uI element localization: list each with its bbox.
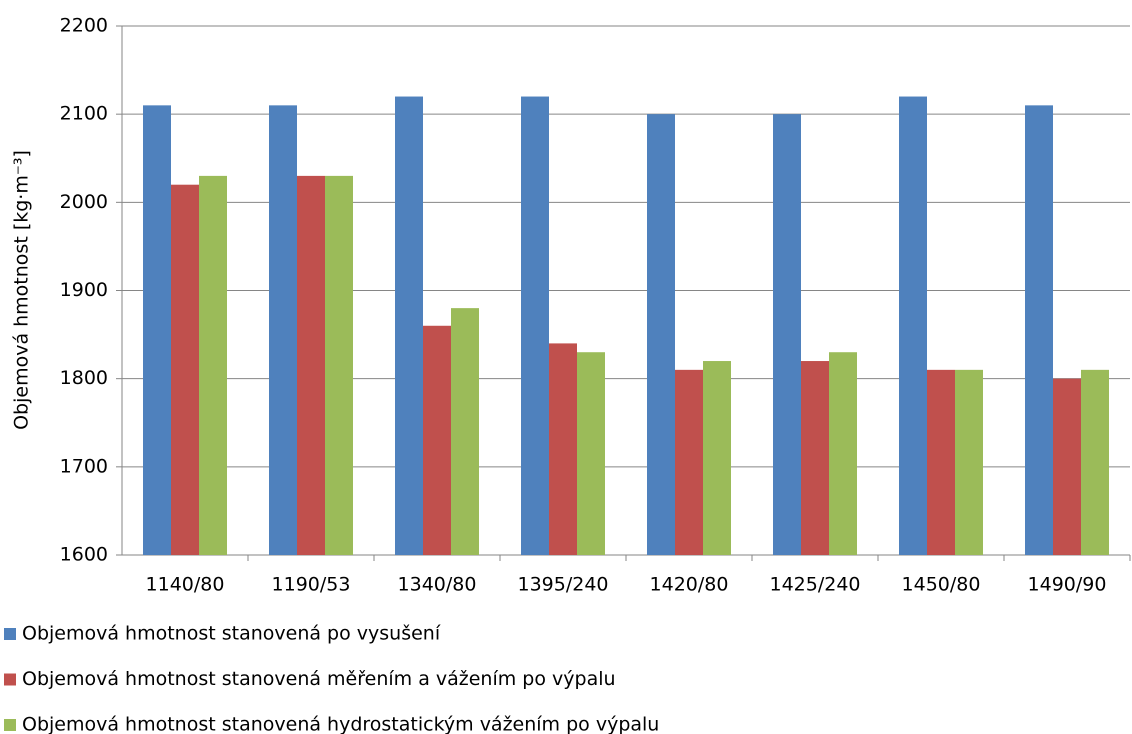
x-tick-label: 1490/90 <box>1028 574 1107 596</box>
y-tick-label: 2100 <box>60 103 108 125</box>
x-tick-label: 1420/80 <box>650 574 729 596</box>
bar <box>1081 369 1109 555</box>
y-tick-label: 1900 <box>60 279 108 301</box>
bar <box>675 369 703 555</box>
bar <box>143 105 171 555</box>
x-tick-label: 1450/80 <box>902 574 981 596</box>
bar <box>269 105 297 555</box>
bar <box>899 96 927 556</box>
x-tick-label: 1190/53 <box>272 574 351 596</box>
legend-label: Objemová hmotnost stanovená po vysušení <box>22 623 441 645</box>
bar <box>773 114 801 556</box>
x-tick-label: 1395/240 <box>517 574 608 596</box>
legend-swatch <box>4 673 16 686</box>
legend-label: Objemová hmotnost stanovená měřením a vá… <box>22 668 616 690</box>
y-axis-label: Objemová hmotnost [kg·m⁻³] <box>11 150 33 430</box>
bar <box>703 361 731 555</box>
bar <box>1025 105 1053 555</box>
bar <box>395 96 423 556</box>
bar <box>297 175 325 555</box>
bar <box>577 352 605 555</box>
bar <box>199 175 227 555</box>
bar <box>829 352 857 555</box>
bar <box>423 325 451 555</box>
x-tick-label: 1340/80 <box>398 574 477 596</box>
y-tick-label: 1800 <box>60 367 108 389</box>
bar <box>521 96 549 556</box>
y-tick-label: 2000 <box>60 191 108 213</box>
bar <box>801 361 829 555</box>
bar <box>325 175 353 555</box>
legend-swatch <box>4 719 16 731</box>
x-tick-label: 1425/240 <box>769 574 860 596</box>
bar <box>955 369 983 555</box>
x-tick-label: 1140/80 <box>146 574 225 596</box>
bar <box>647 114 675 556</box>
legend-label: Objemová hmotnost stanovená hydrostatick… <box>22 714 659 734</box>
bar <box>451 308 479 555</box>
bar <box>549 343 577 555</box>
bar <box>927 369 955 555</box>
y-tick-label: 1600 <box>60 544 108 566</box>
y-tick-label: 1700 <box>60 455 108 477</box>
legend-swatch <box>4 628 16 640</box>
bar <box>1053 378 1081 555</box>
y-tick-label: 2200 <box>60 15 108 37</box>
bar <box>171 184 199 555</box>
